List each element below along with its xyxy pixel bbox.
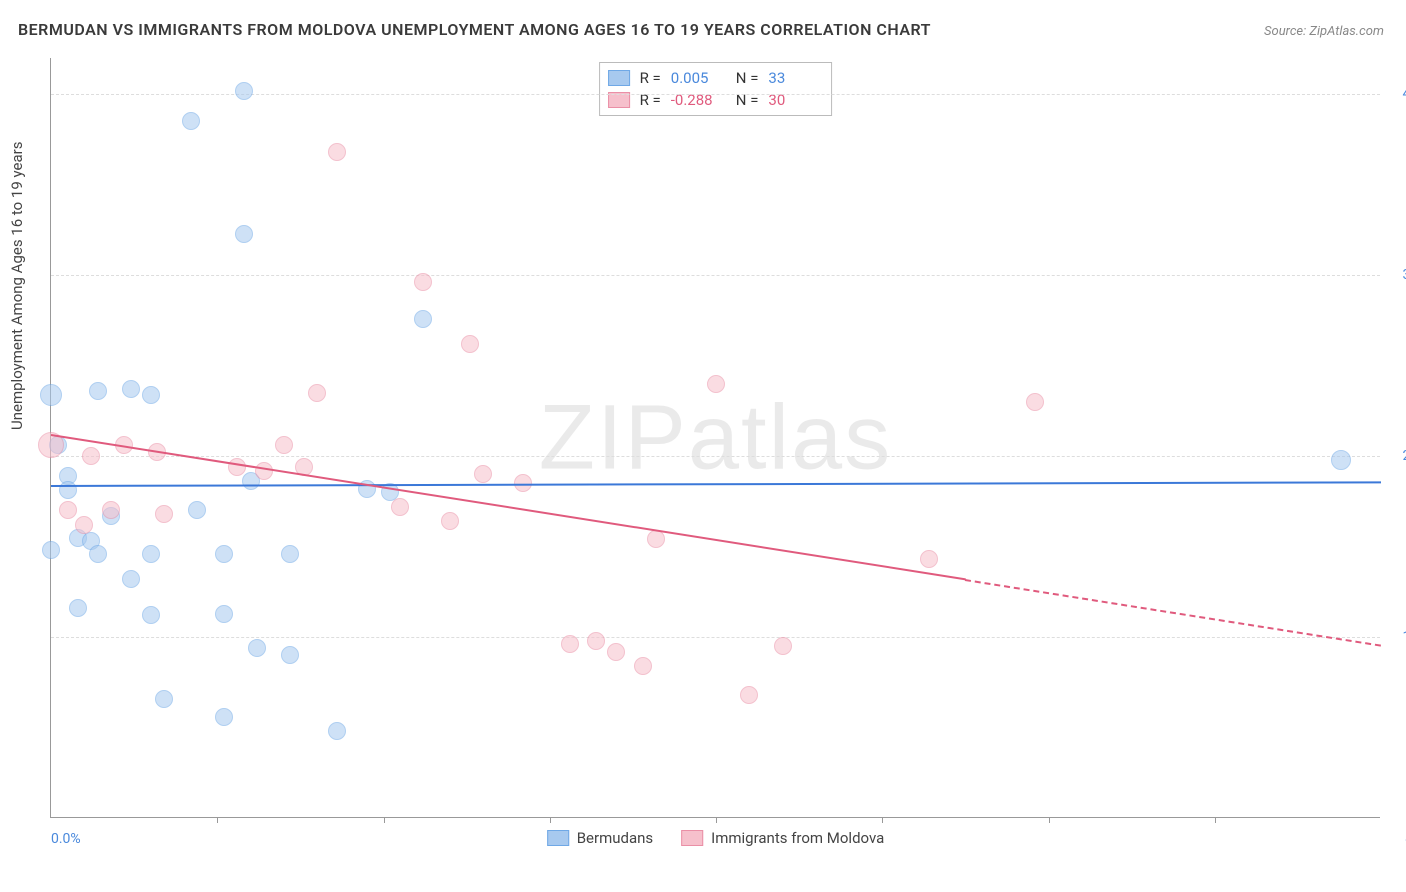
series-swatch <box>608 70 630 86</box>
stats-row: R =-0.288N =30 <box>608 89 824 111</box>
scatter-point <box>215 545 233 563</box>
scatter-point <box>89 545 107 563</box>
scatter-point <box>248 639 266 657</box>
x-tick <box>882 817 883 823</box>
source-attribution: Source: ZipAtlas.com <box>1264 24 1384 39</box>
scatter-point <box>59 501 77 519</box>
legend-item: Bermudans <box>547 829 653 847</box>
scatter-point <box>561 635 579 653</box>
scatter-point <box>215 708 233 726</box>
y-tick-label: 20.0% <box>1385 448 1406 464</box>
y-tick-label: 10.0% <box>1385 629 1406 645</box>
scatter-point <box>142 386 160 404</box>
x-tick <box>217 817 218 823</box>
scatter-point <box>42 541 60 559</box>
scatter-point <box>235 225 253 243</box>
gridline <box>51 637 1380 638</box>
series-swatch <box>547 830 569 846</box>
scatter-point <box>920 550 938 568</box>
stat-r-value: 0.005 <box>671 69 726 87</box>
scatter-point <box>391 498 409 516</box>
scatter-point <box>414 273 432 291</box>
x-tick <box>550 817 551 823</box>
scatter-point <box>155 505 173 523</box>
scatter-point <box>461 335 479 353</box>
stat-n-value: 33 <box>768 69 823 87</box>
legend-label: Bermudans <box>577 829 653 847</box>
x-tick <box>1215 817 1216 823</box>
stats-row: R = 0.005 N = 33 <box>608 67 824 89</box>
scatter-point <box>142 545 160 563</box>
y-axis-label: Unemployment Among Ages 16 to 19 years <box>8 142 26 430</box>
scatter-point <box>740 686 758 704</box>
y-tick-label: 30.0% <box>1385 267 1406 283</box>
scatter-point <box>182 112 200 130</box>
scatter-point <box>215 605 233 623</box>
y-tick-label: 40.0% <box>1385 86 1406 102</box>
series-swatch <box>681 830 703 846</box>
legend-label: Immigrants from Moldova <box>711 829 884 847</box>
scatter-point <box>281 646 299 664</box>
scatter-point <box>281 545 299 563</box>
correlation-stats-box: R = 0.005 N = 33 R =-0.288N =30 <box>599 62 833 116</box>
x-tick <box>384 817 385 823</box>
scatter-point <box>441 512 459 530</box>
scatter-point <box>607 643 625 661</box>
scatter-point <box>69 599 87 617</box>
scatter-point <box>89 382 107 400</box>
stat-r-label: R = <box>640 69 661 87</box>
plot-area: ZIPatlas R = 0.005 N = 33R =-0.288N =30 0.0… <box>50 58 1380 818</box>
gridline <box>51 275 1380 276</box>
scatter-point <box>155 690 173 708</box>
x-tick <box>716 817 717 823</box>
scatter-point <box>122 380 140 398</box>
gridline <box>51 456 1380 457</box>
legend-item: Immigrants from Moldova <box>681 829 884 847</box>
scatter-point <box>1026 393 1044 411</box>
scatter-point <box>235 82 253 100</box>
scatter-point <box>275 436 293 454</box>
x-tick <box>1049 817 1050 823</box>
scatter-point <box>82 447 100 465</box>
scatter-point <box>40 384 62 406</box>
x-axis-min-label: 0.0% <box>51 831 81 847</box>
scatter-point <box>142 606 160 624</box>
scatter-point <box>707 375 725 393</box>
scatter-point <box>328 722 346 740</box>
scatter-point <box>228 458 246 476</box>
scatter-point <box>122 570 140 588</box>
scatter-point <box>188 501 206 519</box>
scatter-point <box>75 516 93 534</box>
scatter-point <box>102 501 120 519</box>
scatter-point <box>414 310 432 328</box>
scatter-point <box>328 143 346 161</box>
scatter-point <box>308 384 326 402</box>
series-legend: Bermudans Immigrants from Moldova <box>547 829 885 847</box>
scatter-point <box>1331 450 1351 470</box>
scatter-point <box>647 530 665 548</box>
watermark: ZIPatlas <box>539 385 892 490</box>
chart-title: BERMUDAN VS IMMIGRANTS FROM MOLDOVA UNEM… <box>18 20 931 39</box>
scatter-point <box>474 465 492 483</box>
scatter-point <box>634 657 652 675</box>
scatter-point <box>587 632 605 650</box>
scatter-point <box>774 637 792 655</box>
stat-n-label: N = <box>736 69 759 87</box>
